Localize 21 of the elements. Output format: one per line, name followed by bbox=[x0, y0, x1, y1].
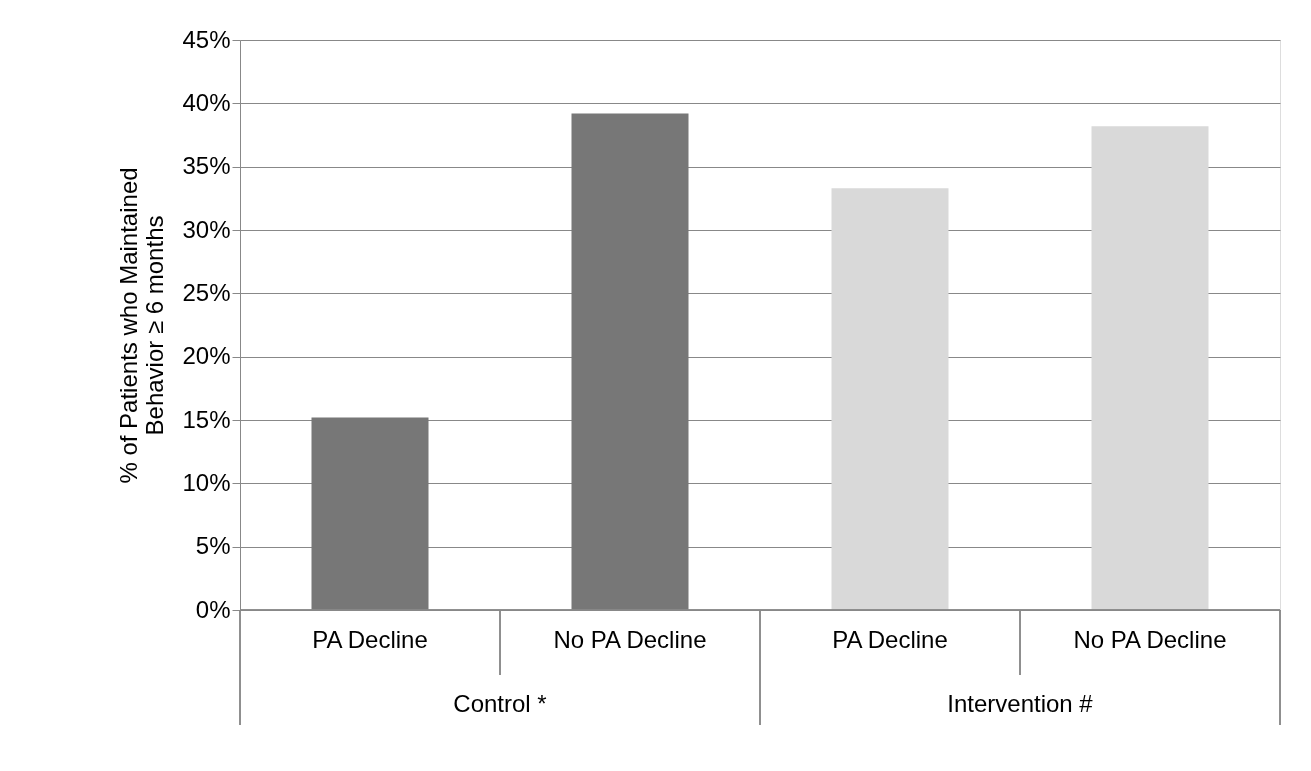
y-tick-label: 40% bbox=[182, 88, 231, 116]
bar bbox=[571, 113, 689, 610]
y-tick-label: 25% bbox=[182, 278, 231, 306]
y-tick-label: 15% bbox=[182, 405, 231, 433]
x-tick-label: No PA Decline bbox=[553, 625, 707, 653]
bar bbox=[831, 188, 949, 610]
y-tick-label: 20% bbox=[182, 342, 231, 370]
y-tick-label: 30% bbox=[182, 215, 231, 243]
y-tick-label: 45% bbox=[182, 25, 231, 53]
bar bbox=[311, 417, 429, 610]
text: Control * bbox=[453, 690, 547, 717]
text: Intervention # bbox=[947, 690, 1094, 717]
y-tick-label: 5% bbox=[195, 532, 231, 560]
y-tick-label: 0% bbox=[195, 595, 231, 623]
bar bbox=[1091, 126, 1209, 610]
x-tick-label: PA Decline bbox=[832, 625, 948, 653]
y-tick-label: 35% bbox=[182, 152, 231, 180]
x-tick-label: No PA Decline bbox=[1073, 625, 1227, 653]
x-tick-label: PA Decline bbox=[312, 625, 428, 653]
y-axis-title: % of Patients who Maintained Behavior ≥ 6 months bbox=[115, 167, 169, 484]
y-tick-label: 10% bbox=[182, 468, 231, 496]
